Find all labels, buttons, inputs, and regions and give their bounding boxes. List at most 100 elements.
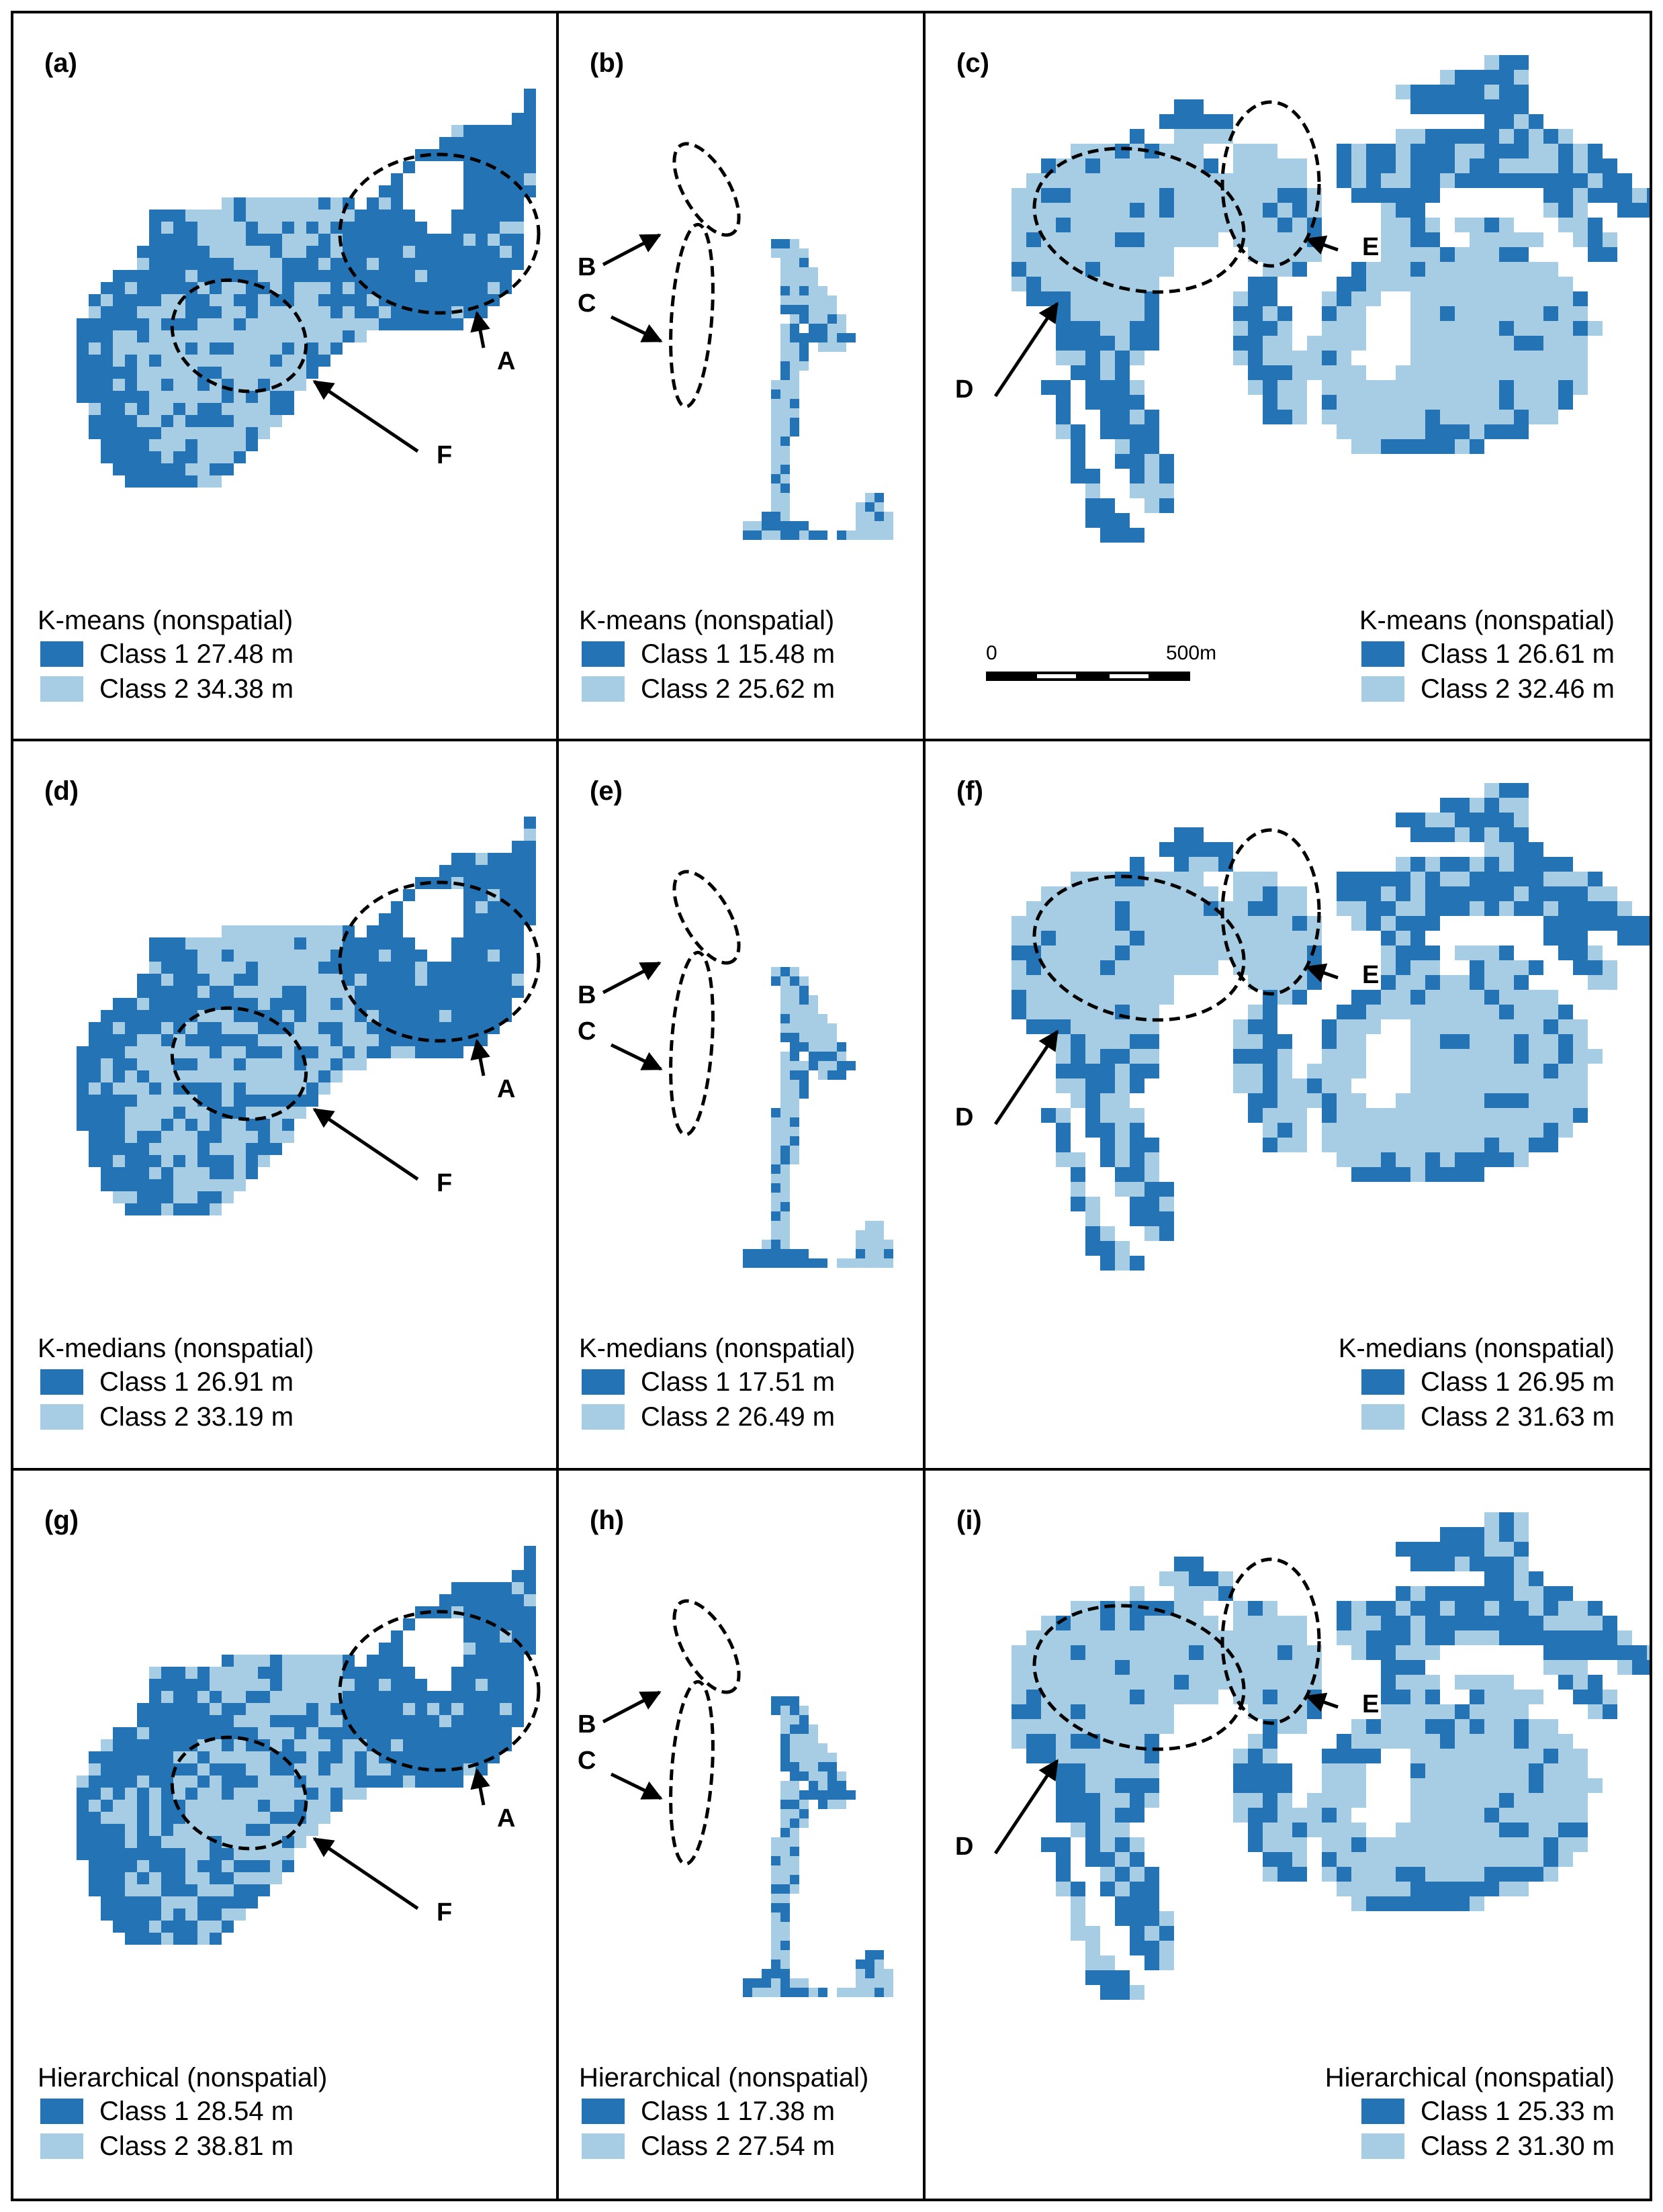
raster-map — [77, 1546, 536, 1945]
legend-row-class2: Class 2 31.63 m — [1339, 1399, 1615, 1434]
legend-text-class2: Class 2 31.63 m — [1421, 1402, 1615, 1432]
legend-class-label: Class 2 — [641, 1401, 731, 1432]
legend-title: Hierarchical (nonspatial) — [579, 2063, 869, 2092]
legend-class-label: Class 1 — [1420, 639, 1511, 669]
map-a: AF — [77, 89, 541, 488]
map-b: BC — [578, 142, 893, 540]
legend-text-class1: Class 1 25.33 m — [1421, 2096, 1615, 2127]
legend-swatch-class1 — [40, 1369, 83, 1395]
legend-title: Hierarchical (nonspatial) — [1324, 2063, 1615, 2092]
panel-label: (a) — [44, 48, 77, 78]
row-divider-1 — [11, 739, 1652, 741]
legend: K-means (nonspatial) Class 1 15.48 m Class… — [579, 604, 835, 706]
legend: K-medians (nonspatial) Class 1 26.95 m Cla… — [1339, 1332, 1615, 1434]
raster-map — [743, 967, 893, 1268]
legend-swatch-class1 — [1361, 2099, 1404, 2124]
legend-text-class1: Class 1 28.54 m — [99, 2096, 294, 2127]
legend-class-value: 31.30 m — [1517, 2131, 1615, 2161]
legend-class-value: 15.48 m — [737, 639, 836, 669]
annotation-label-e: E — [1362, 961, 1379, 989]
legend-row-class2: Class 2 32.46 m — [1359, 672, 1615, 706]
legend-row-class2: Class 2 33.19 m — [38, 1399, 314, 1434]
scale-bar-graphic — [986, 672, 1190, 681]
annotation-arrow-c — [610, 1043, 663, 1071]
legend-swatch-class2 — [582, 2133, 625, 2159]
legend-row-class1: Class 1 15.48 m — [579, 637, 835, 672]
legend-class-label: Class 2 — [99, 2131, 189, 2161]
legend-class-label: Class 1 — [99, 639, 189, 669]
annotation-arrow-f — [312, 1107, 419, 1181]
legend-swatch-class1 — [1361, 641, 1404, 667]
map-c: DE — [955, 55, 1650, 543]
highlight-ellipse-2 — [170, 1006, 308, 1121]
panel-label: (h) — [590, 1506, 625, 1535]
annotation-label-f: F — [437, 441, 452, 469]
legend-title: K-medians (nonspatial) — [579, 1334, 856, 1363]
legend-class-value: 26.91 m — [196, 1367, 294, 1397]
annotation-arrow-c — [610, 1772, 663, 1800]
legend-class-value: 17.38 m — [737, 2096, 836, 2126]
map-e: BC — [578, 870, 893, 1268]
legend-class-label: Class 1 — [641, 2096, 731, 2126]
column-divider-1 — [556, 11, 559, 2201]
highlight-ellipse-2 — [669, 222, 715, 409]
legend-class-label: Class 2 — [641, 2131, 731, 2161]
row-divider-2 — [11, 1468, 1652, 1471]
annotation-label-d: D — [955, 1833, 973, 1861]
panel-e: B C (e) K-medians (nonspatial) Class 1 17.51… — [559, 741, 923, 1468]
highlight-ellipse-1 — [1032, 146, 1246, 294]
annotation-arrow-b — [602, 233, 662, 267]
scale-bar-start-label: 0 — [986, 642, 997, 664]
legend-title: Hierarchical (nonspatial) — [38, 2063, 328, 2092]
legend-class-value: 27.48 m — [196, 639, 294, 669]
map-i: DE — [955, 1512, 1650, 2000]
legend-swatch-class1 — [582, 1369, 625, 1395]
legend-text-class2: Class 2 38.81 m — [99, 2131, 294, 2162]
scale-bar: 0 500m — [986, 642, 1216, 696]
legend: K-medians (nonspatial) Class 1 26.91 m Cla… — [38, 1332, 314, 1434]
legend-class-label: Class 2 — [1420, 674, 1511, 704]
annotation-arrow-e — [1305, 1692, 1339, 1712]
panel-label: (e) — [590, 776, 623, 806]
legend-swatch-class1 — [1361, 1369, 1404, 1395]
legend-row-class1: Class 1 28.54 m — [38, 2094, 327, 2129]
legend-class-label: Class 1 — [641, 639, 731, 669]
panel-g: A F (g) Hierarchical (nonspatial) Class 1 28… — [13, 1471, 556, 2199]
legend-class-value: 28.54 m — [196, 2096, 294, 2126]
annotation-arrow-d — [993, 1029, 1059, 1125]
highlight-ellipse-1 — [338, 1610, 541, 1772]
annotation-label-b: B — [578, 981, 596, 1009]
panel-h: B C (h) Hierarchical (nonspatial) Class 1 17… — [559, 1471, 923, 2199]
legend-text-class1: Class 1 26.91 m — [99, 1367, 294, 1397]
annotation-arrow-d — [993, 1759, 1059, 1855]
annotation-arrow-b — [602, 961, 662, 995]
legend-class-label: Class 2 — [1420, 2131, 1511, 2161]
legend-text-class1: Class 1 27.48 m — [99, 639, 294, 670]
legend-swatch-class1 — [40, 641, 83, 667]
legend-text-class2: Class 2 31.30 m — [1421, 2131, 1615, 2162]
raster-map — [1012, 55, 1650, 543]
panel-label: (g) — [44, 1506, 79, 1535]
panel-f: D E (f) K-medians (nonspatial) Class 1 26.95… — [926, 741, 1650, 1468]
legend: Hierarchical (nonspatial) Class 1 17.38 m… — [579, 2062, 868, 2164]
legend-row-class2: Class 2 38.81 m — [38, 2129, 327, 2164]
legend-swatch-class2 — [582, 1404, 625, 1430]
legend-row-class1: Class 1 26.91 m — [38, 1365, 314, 1399]
legend-text-class1: Class 1 26.95 m — [1421, 1367, 1615, 1397]
annotation-label-d: D — [955, 1103, 973, 1132]
legend-title: K-medians (nonspatial) — [1338, 1334, 1615, 1363]
legend-row-class2: Class 2 34.38 m — [38, 672, 294, 706]
annotation-label-d: D — [955, 375, 973, 404]
highlight-ellipse-2 — [1220, 828, 1321, 996]
legend-class-value: 38.81 m — [196, 2131, 294, 2161]
annotation-label-c: C — [578, 289, 596, 318]
legend: Hierarchical (nonspatial) Class 1 25.33 m… — [1325, 2062, 1615, 2164]
highlight-ellipse-1 — [672, 870, 741, 965]
annotation-arrow-f — [312, 1837, 419, 1910]
highlight-ellipse-1 — [1032, 874, 1246, 1022]
highlight-ellipse-2 — [170, 278, 308, 394]
panel-label: (b) — [590, 48, 625, 78]
legend-swatch-class2 — [582, 676, 625, 702]
legend-row-class1: Class 1 25.33 m — [1325, 2094, 1615, 2129]
legend-class-label: Class 2 — [641, 674, 731, 704]
